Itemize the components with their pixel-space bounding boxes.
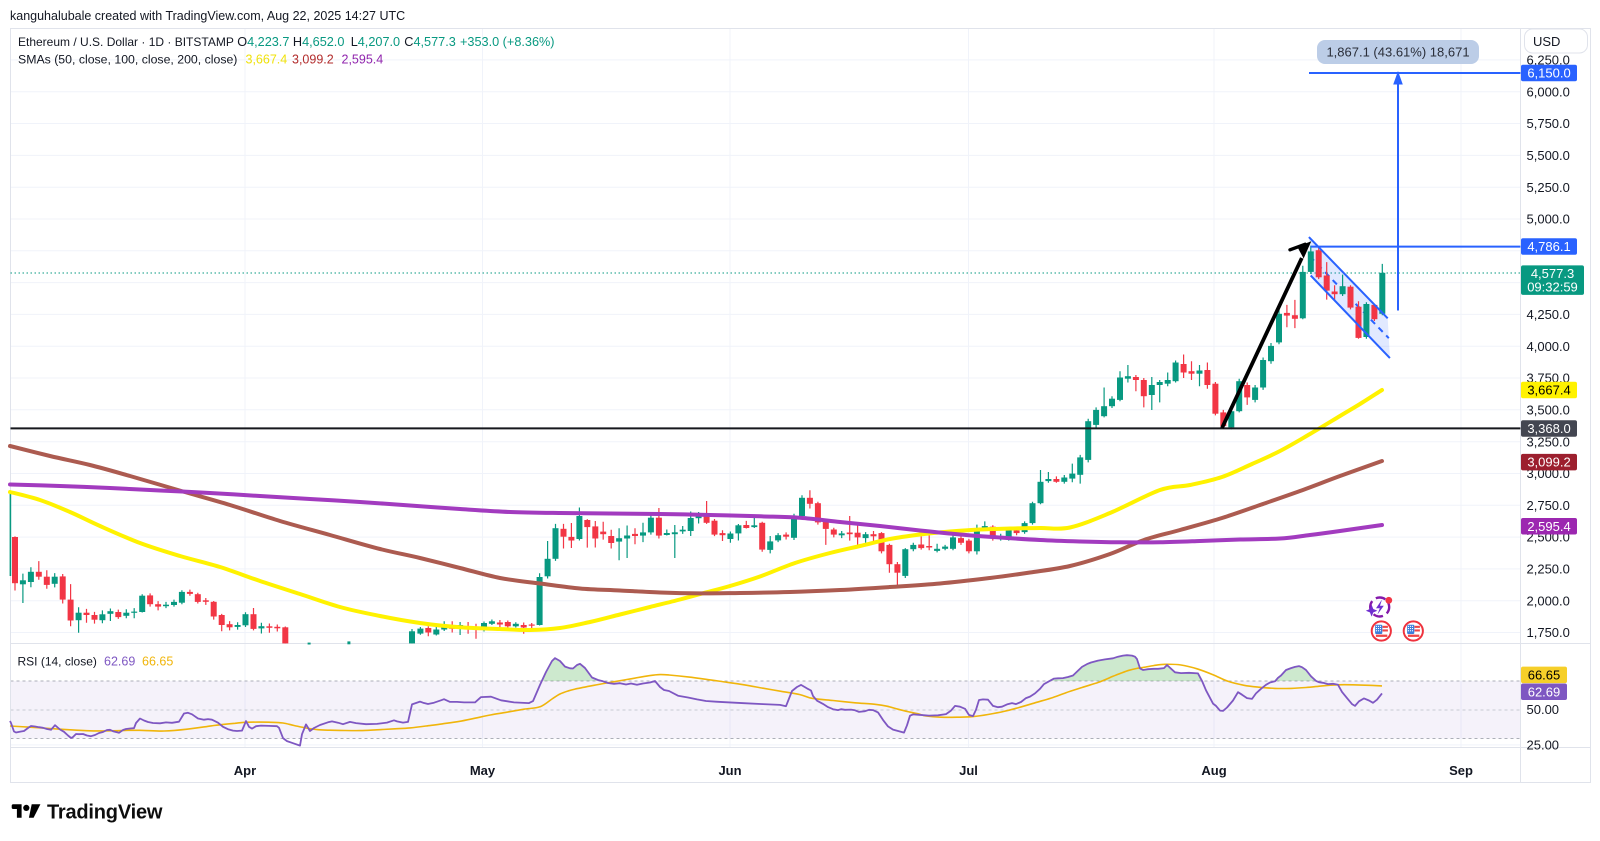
svg-text:RSI (14, close): RSI (14, close) <box>18 655 97 669</box>
svg-text:2,000.0: 2,000.0 <box>1527 593 1570 608</box>
svg-text:1,750.0: 1,750.0 <box>1527 625 1570 640</box>
svg-text:May: May <box>470 763 496 778</box>
svg-text:4,786.1: 4,786.1 <box>1527 239 1570 254</box>
svg-text:3,250.0: 3,250.0 <box>1527 434 1570 449</box>
svg-text:6,000.0: 6,000.0 <box>1527 84 1570 99</box>
svg-text:O4,223.7H4,652.0L4,207.0C4,577: O4,223.7 H4,652.0 L4,207.0 C4,577.3 +353.0 (… <box>237 35 554 49</box>
svg-text:3,667.4: 3,667.4 <box>1527 383 1570 398</box>
svg-text:5,500.0: 5,500.0 <box>1527 148 1570 163</box>
svg-text:66.65: 66.65 <box>1528 668 1561 683</box>
svg-text:Aug: Aug <box>1201 763 1226 778</box>
svg-text:USD: USD <box>1533 34 1560 49</box>
svg-text:Jul: Jul <box>959 763 978 778</box>
svg-text:4,577.3: 4,577.3 <box>1531 266 1574 281</box>
svg-text:3,099.2: 3,099.2 <box>1527 455 1570 470</box>
svg-text:3,500.0: 3,500.0 <box>1527 402 1570 417</box>
svg-text:3,667.43,099.22,595.4: 3,667.4 3,099.2 2,595.4 <box>246 53 384 67</box>
svg-text:Jun: Jun <box>718 763 741 778</box>
svg-text:kanguhalubale created with Tra: kanguhalubale created with TradingView.c… <box>10 9 405 23</box>
svg-text:2,250.0: 2,250.0 <box>1527 562 1570 577</box>
svg-text:62.69: 62.69 <box>1528 684 1561 699</box>
svg-text:09:32:59: 09:32:59 <box>1527 280 1578 295</box>
svg-text:4,250.0: 4,250.0 <box>1527 307 1570 322</box>
svg-text:1,867.1 (43.61%) 18,671: 1,867.1 (43.61%) 18,671 <box>1326 45 1469 60</box>
svg-text:Ethereum / U.S. Dollar · 1D ·: Ethereum / U.S. Dollar · 1D · BITSTAMP <box>18 35 234 49</box>
svg-text:SMAs (50, close, 100, close, 2: SMAs (50, close, 100, close, 200, close) <box>18 53 237 67</box>
svg-text:50.00: 50.00 <box>1527 702 1560 717</box>
svg-text:25.00: 25.00 <box>1527 738 1560 753</box>
svg-text:4,000.0: 4,000.0 <box>1527 339 1570 354</box>
svg-text:5,000.0: 5,000.0 <box>1527 212 1570 227</box>
svg-text:2,595.4: 2,595.4 <box>1527 519 1570 534</box>
svg-text:Apr: Apr <box>234 763 256 778</box>
svg-text:5,250.0: 5,250.0 <box>1527 180 1570 195</box>
svg-text:6,150.0: 6,150.0 <box>1527 66 1570 81</box>
svg-text:6,250.0: 6,250.0 <box>1527 53 1570 68</box>
svg-text:3,368.0: 3,368.0 <box>1527 421 1570 436</box>
svg-text:Sep: Sep <box>1449 763 1473 778</box>
svg-text:2,750.0: 2,750.0 <box>1527 498 1570 513</box>
svg-text:TradingView: TradingView <box>47 802 163 824</box>
svg-text:5,750.0: 5,750.0 <box>1527 116 1570 131</box>
